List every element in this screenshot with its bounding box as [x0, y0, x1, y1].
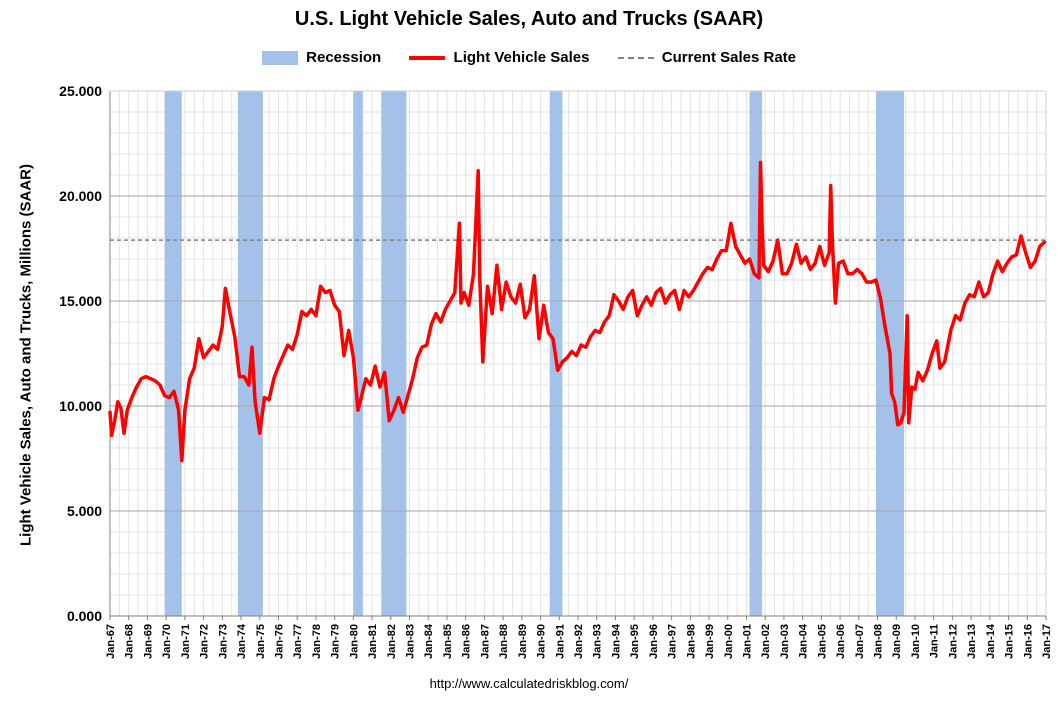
- legend-label-recession: Recession: [306, 48, 382, 66]
- sales-line: [108, 160, 1047, 463]
- legend-item-sales: Light Vehicle Sales: [409, 49, 589, 66]
- x-tick-label: Jan-99: [704, 624, 716, 659]
- y-tick-label: 5.000: [67, 503, 102, 519]
- x-tick-label: Jan-80: [348, 624, 360, 659]
- x-tick-label: Jan-16: [1022, 624, 1034, 659]
- x-tick-label: Jan-84: [423, 623, 435, 659]
- legend-label-sales: Light Vehicle Sales: [453, 48, 590, 66]
- y-tick-label: 0.000: [67, 608, 102, 624]
- x-tick-label: Jan-01: [741, 624, 753, 659]
- x-tick-label: Jan-76: [273, 624, 285, 659]
- x-tick-label: Jan-71: [180, 624, 192, 659]
- x-tick-label: Jan-83: [405, 624, 417, 659]
- x-tick-label: Jan-17: [1041, 624, 1053, 659]
- x-tick-label: Jan-97: [667, 624, 679, 659]
- x-tick-label: Jan-96: [648, 624, 660, 659]
- x-tick-label: Jan-02: [760, 624, 772, 659]
- x-tick-label: Jan-04: [798, 623, 810, 659]
- legend-swatch-current-rate: [617, 56, 654, 59]
- recession-band: [353, 91, 363, 616]
- x-tick-label: Jan-09: [891, 624, 903, 659]
- source-credit: http://www.calculatedriskblog.com/: [429, 676, 629, 691]
- x-tick-label: Jan-03: [779, 624, 791, 659]
- x-tick-label: Jan-73: [217, 624, 229, 659]
- recession-band: [381, 91, 407, 616]
- x-tick-label: Jan-06: [835, 624, 847, 659]
- y-tick-label: 20.000: [59, 188, 102, 204]
- legend-label-current-rate: Current Sales Rate: [661, 48, 796, 66]
- x-tick-label: Jan-91: [554, 624, 566, 659]
- legend: Recession Light Vehicle Sales Current Sa…: [0, 48, 1058, 66]
- x-tick-label: Jan-94: [610, 623, 622, 659]
- x-tick-label: Jan-15: [1004, 624, 1016, 659]
- x-tick-label: Jan-13: [966, 624, 978, 659]
- y-tick-label: 25.000: [59, 83, 102, 99]
- x-tick-label: Jan-92: [573, 624, 585, 659]
- x-tick-label: Jan-88: [498, 624, 510, 659]
- x-tick-label: Jan-08: [873, 624, 885, 659]
- x-tick-label: Jan-86: [461, 624, 473, 659]
- x-tick-label: Jan-67: [105, 624, 117, 659]
- legend-swatch-sales: [409, 55, 446, 60]
- x-tick-label: Jan-68: [124, 624, 136, 659]
- x-tick-label: Jan-05: [816, 624, 828, 659]
- chart-title: U.S. Light Vehicle Sales, Auto and Truck…: [294, 8, 764, 30]
- x-tick-label: Jan-90: [536, 624, 548, 659]
- x-tick-label: Jan-75: [255, 624, 267, 659]
- x-tick-label: Jan-77: [292, 624, 304, 659]
- legend-item-recession: Recession: [261, 48, 382, 66]
- x-tick-label: Jan-82: [386, 624, 398, 659]
- x-tick-label: Jan-72: [199, 624, 211, 659]
- x-tick-label: Jan-87: [479, 624, 491, 659]
- y-tick-label: 10.000: [59, 398, 102, 414]
- x-tick-label: Jan-00: [723, 624, 735, 659]
- x-tick-label: Jan-74: [236, 623, 248, 659]
- x-tick-label: Jan-07: [854, 624, 866, 659]
- x-tick-label: Jan-10: [910, 624, 922, 659]
- x-tick-label: Jan-14: [985, 623, 997, 659]
- x-tick-label: Jan-81: [367, 624, 379, 659]
- recession-band: [164, 91, 182, 616]
- x-tick-label: Jan-89: [517, 624, 529, 659]
- x-tick-label: Jan-95: [629, 624, 641, 659]
- x-tick-label: Jan-93: [592, 624, 604, 659]
- x-tick-label: Jan-78: [311, 624, 323, 659]
- x-tick-label: Jan-12: [947, 624, 959, 659]
- x-tick-label: Jan-85: [442, 624, 454, 659]
- y-tick-label: 15.000: [59, 293, 102, 309]
- legend-swatch-recession: [261, 50, 298, 65]
- x-tick-label: Jan-79: [330, 624, 342, 659]
- legend-item-current-rate: Current Sales Rate: [617, 48, 796, 66]
- x-tick-label: Jan-69: [142, 624, 154, 659]
- x-tick-label: Jan-70: [161, 624, 173, 659]
- x-tick-label: Jan-11: [929, 624, 941, 658]
- x-tick-label: Jan-98: [685, 624, 697, 659]
